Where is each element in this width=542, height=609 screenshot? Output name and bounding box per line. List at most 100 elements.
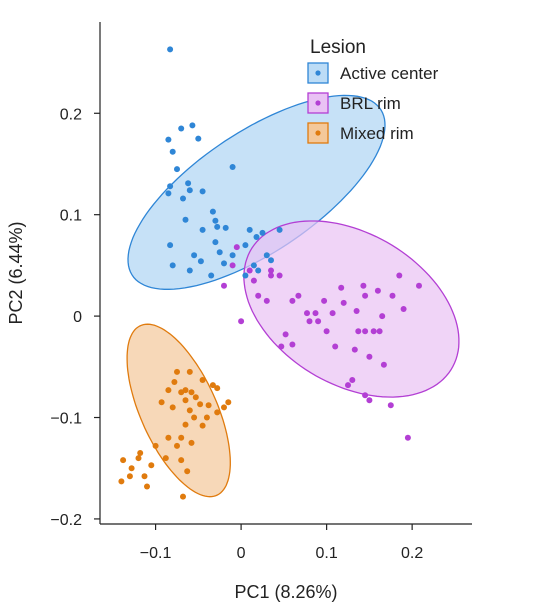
x-axis-ticks: −0.1 0 0.1 0.2 bbox=[140, 524, 423, 562]
legend-label-mixed-rim: Mixed rim bbox=[340, 124, 414, 143]
point-active-center bbox=[214, 223, 221, 230]
point-active-center bbox=[216, 249, 223, 256]
point-brl-rim bbox=[400, 306, 407, 312]
point-mixed-rim bbox=[214, 385, 221, 392]
point-brl-rim bbox=[304, 310, 310, 317]
point-active-center bbox=[185, 180, 192, 187]
point-active-center bbox=[221, 260, 227, 267]
point-mixed-rim bbox=[144, 483, 150, 490]
point-mixed-rim bbox=[209, 382, 216, 389]
point-brl-rim bbox=[315, 318, 322, 325]
point-active-center bbox=[174, 166, 180, 173]
point-brl-rim bbox=[246, 267, 253, 274]
point-brl-rim bbox=[374, 287, 381, 294]
legend-marker-active-center bbox=[315, 70, 321, 76]
point-mixed-rim bbox=[158, 399, 165, 406]
point-brl-rim bbox=[379, 313, 386, 320]
point-active-center bbox=[197, 258, 204, 265]
point-brl-rim bbox=[332, 343, 339, 350]
point-brl-rim bbox=[351, 346, 358, 353]
point-brl-rim bbox=[255, 292, 262, 299]
y-axis-label: PC2 (6.44%) bbox=[6, 221, 26, 324]
point-brl-rim bbox=[321, 297, 328, 304]
point-mixed-rim bbox=[186, 368, 193, 375]
point-mixed-rim bbox=[162, 455, 169, 462]
point-mixed-rim bbox=[174, 368, 180, 375]
point-active-center bbox=[189, 122, 196, 129]
point-active-center bbox=[169, 148, 176, 155]
point-mixed-rim bbox=[178, 434, 185, 441]
point-brl-rim bbox=[362, 328, 369, 335]
point-mixed-rim bbox=[182, 421, 189, 428]
point-active-center bbox=[199, 188, 206, 195]
point-active-center bbox=[180, 195, 186, 202]
point-brl-rim bbox=[250, 277, 257, 284]
x-tick-label: 0 bbox=[237, 545, 246, 562]
y-tick-label: 0.1 bbox=[60, 208, 82, 225]
point-active-center bbox=[186, 267, 193, 274]
point-mixed-rim bbox=[203, 414, 210, 421]
y-tick-label: −0.1 bbox=[50, 411, 82, 428]
point-active-center bbox=[209, 208, 216, 215]
point-active-center bbox=[191, 252, 198, 259]
point-mixed-rim bbox=[205, 402, 212, 409]
point-active-center bbox=[167, 242, 174, 249]
legend-marker-brl-rim bbox=[315, 100, 321, 106]
point-brl-rim bbox=[376, 328, 383, 335]
point-mixed-rim bbox=[197, 401, 204, 408]
point-active-center bbox=[259, 229, 266, 236]
point-active-center bbox=[167, 46, 174, 53]
point-brl-rim bbox=[380, 361, 387, 368]
data-points bbox=[118, 46, 422, 500]
point-mixed-rim bbox=[188, 389, 195, 396]
y-tick-label: 0.2 bbox=[60, 106, 82, 123]
point-brl-rim bbox=[370, 328, 377, 335]
point-brl-rim bbox=[289, 341, 296, 348]
point-mixed-rim bbox=[199, 377, 206, 383]
point-brl-rim bbox=[323, 328, 330, 335]
point-active-center bbox=[222, 224, 229, 231]
point-active-center bbox=[178, 125, 185, 132]
point-brl-rim bbox=[289, 297, 296, 304]
point-mixed-rim bbox=[152, 442, 159, 449]
point-brl-rim bbox=[268, 267, 274, 274]
point-mixed-rim bbox=[148, 462, 155, 469]
point-active-center bbox=[250, 262, 257, 269]
ellipse-brl-rim bbox=[243, 220, 460, 398]
x-tick-label: 0.1 bbox=[315, 545, 337, 562]
point-brl-rim bbox=[362, 392, 369, 399]
point-active-center bbox=[169, 262, 176, 269]
point-brl-rim bbox=[295, 292, 302, 299]
point-mixed-rim bbox=[128, 465, 135, 472]
point-brl-rim bbox=[389, 292, 396, 299]
point-mixed-rim bbox=[165, 434, 172, 441]
point-brl-rim bbox=[349, 377, 356, 383]
point-brl-rim bbox=[345, 382, 351, 389]
point-active-center bbox=[195, 135, 202, 142]
point-brl-rim bbox=[238, 318, 245, 325]
point-mixed-rim bbox=[188, 439, 195, 446]
point-active-center bbox=[263, 252, 270, 259]
point-mixed-rim bbox=[178, 389, 185, 396]
point-mixed-rim bbox=[141, 473, 148, 480]
point-mixed-rim bbox=[165, 387, 172, 394]
x-tick-label: 0.2 bbox=[401, 545, 423, 562]
legend: Lesion Active center BRL rim Mixed rim bbox=[307, 37, 439, 144]
point-mixed-rim bbox=[225, 399, 232, 406]
point-active-center bbox=[165, 190, 172, 197]
point-mixed-rim bbox=[191, 414, 198, 421]
legend-title: Lesion bbox=[310, 37, 366, 58]
point-brl-rim bbox=[366, 353, 373, 360]
legend-marker-mixed-rim bbox=[315, 130, 321, 136]
point-active-center bbox=[253, 234, 260, 240]
point-active-center bbox=[165, 136, 172, 143]
point-active-center bbox=[268, 257, 274, 264]
point-active-center bbox=[255, 267, 262, 274]
point-brl-rim bbox=[233, 244, 240, 251]
point-mixed-rim bbox=[192, 394, 199, 401]
point-active-center bbox=[242, 242, 249, 249]
point-mixed-rim bbox=[118, 478, 125, 485]
point-mixed-rim bbox=[126, 473, 133, 480]
point-brl-rim bbox=[306, 318, 313, 325]
